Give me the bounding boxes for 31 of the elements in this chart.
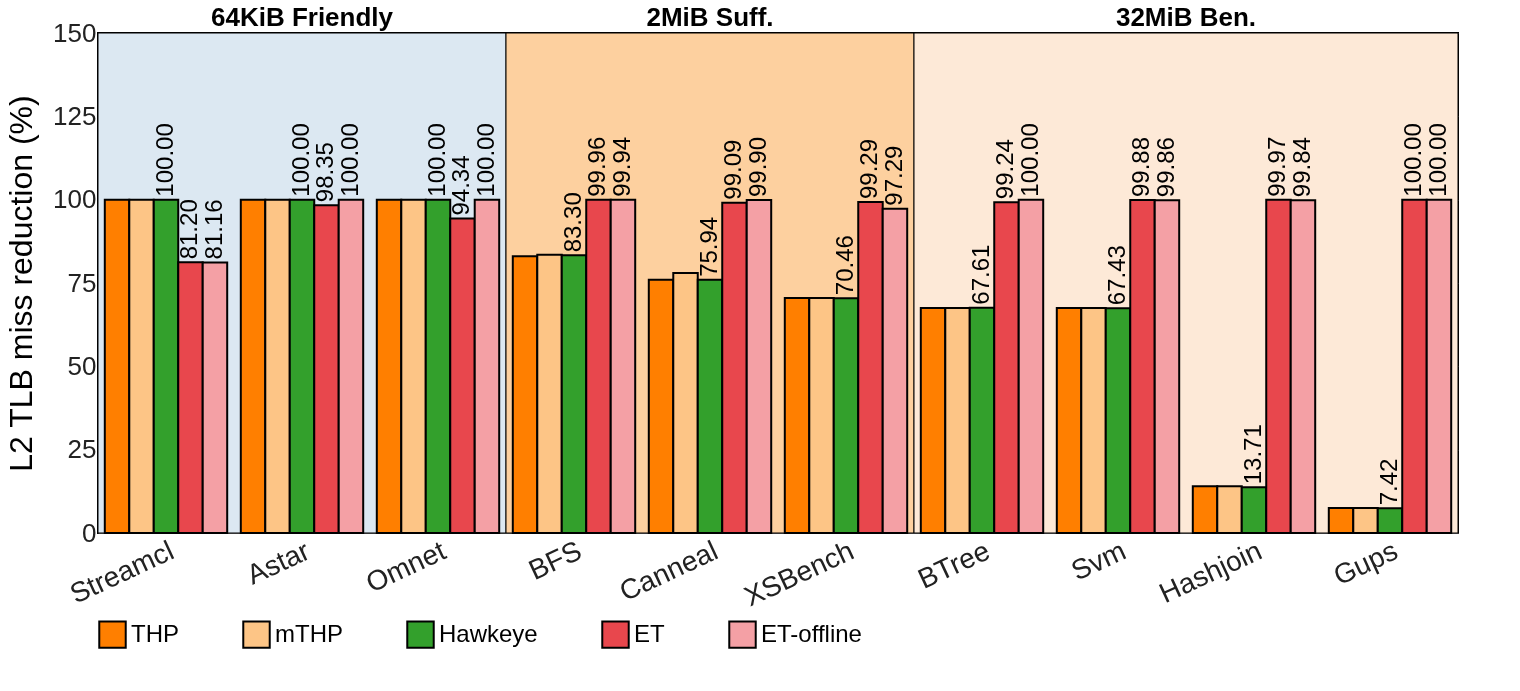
x-tick-label: Gups <box>1328 534 1403 592</box>
band-label: 32MiB Ben. <box>1115 2 1257 32</box>
data-label: 75.94 <box>695 216 722 277</box>
y-tick-label: 100 <box>53 184 97 215</box>
y-axis-title: L2 TLB miss reduction (%) <box>3 95 40 472</box>
y-tick-label: 75 <box>67 267 97 298</box>
y-tick-label: 25 <box>67 434 97 465</box>
x-tick-label: BTree <box>913 534 995 595</box>
data-label: 67.43 <box>1103 245 1130 306</box>
y-tick-label: 150 <box>53 17 97 48</box>
x-tick-label: Svm <box>1066 534 1131 587</box>
y-tick-label: 0 <box>82 517 97 548</box>
band-label: 64KiB Friendly <box>210 2 394 32</box>
x-tick-label: BFS <box>523 534 587 586</box>
data-label: 100.00 <box>151 123 178 197</box>
legend-label: Hawkeye <box>439 619 538 647</box>
x-tick-label: Astar <box>242 534 315 591</box>
legend-label: THP <box>131 619 179 647</box>
data-label: 100.00 <box>287 123 314 197</box>
legend-label: ET <box>634 619 666 647</box>
data-label: 13.71 <box>1239 424 1266 485</box>
y-tick-label: 50 <box>67 350 97 381</box>
data-label: 67.61 <box>967 244 994 305</box>
data-label: 100.00 <box>423 123 450 197</box>
data-label: 83.30 <box>559 192 586 253</box>
legend-label: ET-offline <box>761 619 862 647</box>
y-tick-label: 125 <box>53 100 97 131</box>
data-label: 70.46 <box>831 235 858 296</box>
data-label: 7.42 <box>1375 458 1402 506</box>
legend-label: mTHP <box>275 619 343 647</box>
band-label: 2MiB Suff. <box>646 2 774 32</box>
